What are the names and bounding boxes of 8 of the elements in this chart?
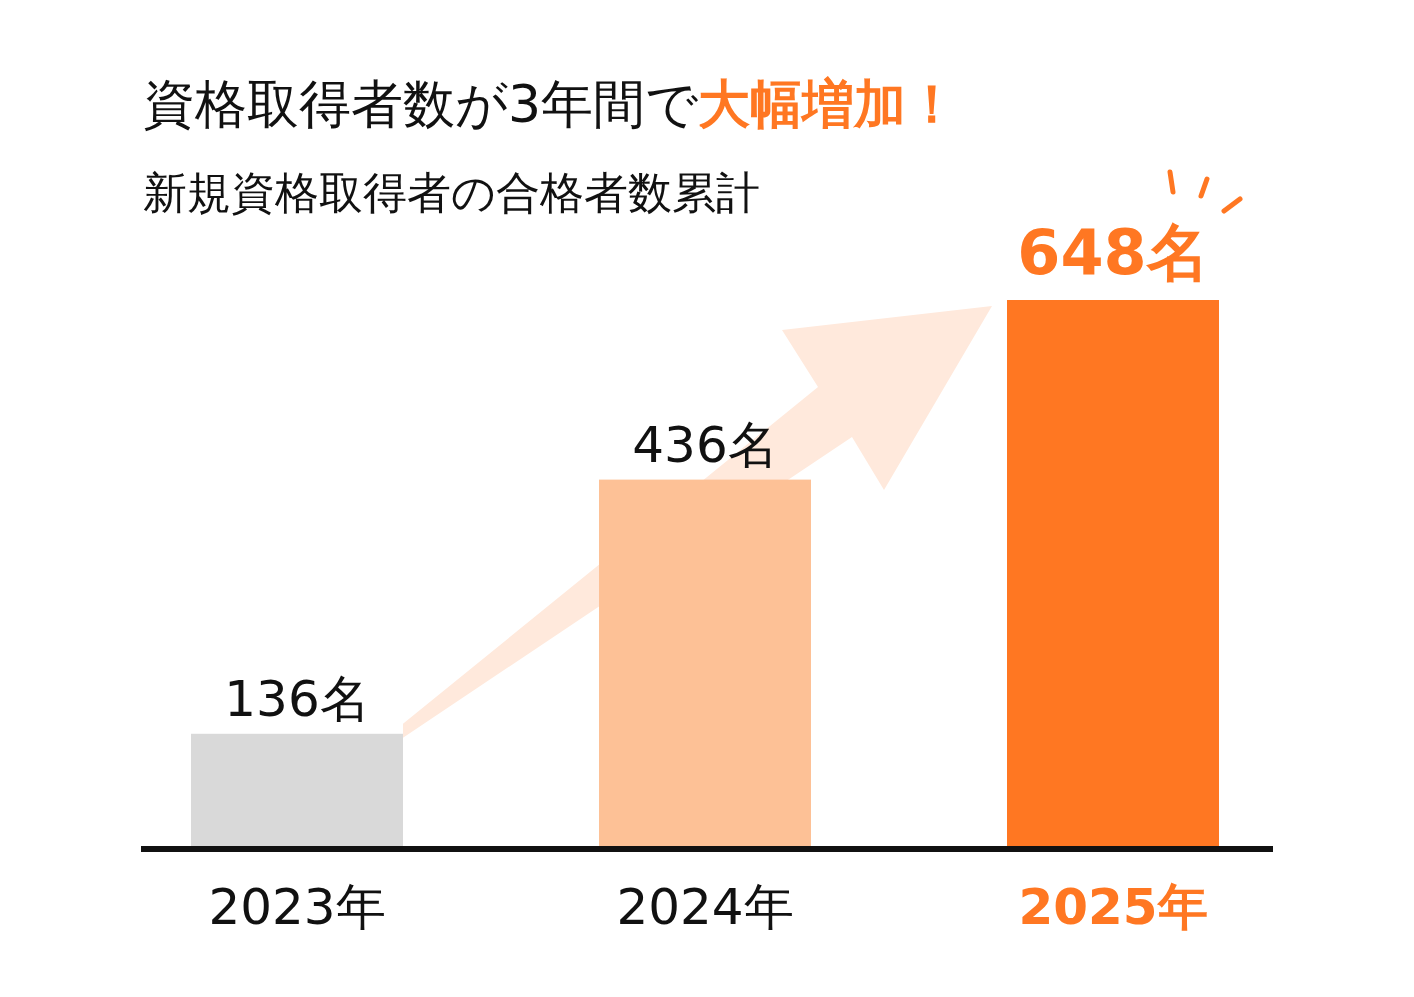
chart-subtitle: 新規資格取得者の合格者数累計 xyxy=(143,167,760,218)
x-tick-label: 2023年 xyxy=(208,878,386,936)
data-label: 648名 xyxy=(1017,216,1209,289)
chart-title: 資格取得者数が3年間で大幅増加！ xyxy=(143,74,959,134)
x-tick-label: 2025年 xyxy=(1018,878,1208,936)
x-tick-label: 2024年 xyxy=(616,878,794,936)
data-label: 436名 xyxy=(632,415,778,474)
data-label: 136名 xyxy=(224,669,370,728)
